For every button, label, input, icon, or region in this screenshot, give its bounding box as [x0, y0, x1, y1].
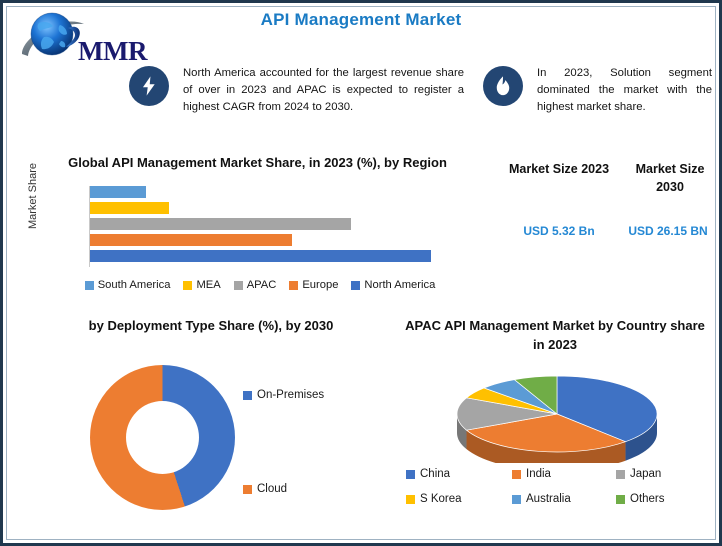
bar-legend-item-europe: Europe	[289, 279, 338, 291]
flame-icon	[483, 66, 523, 106]
highlight-text-1: North America accounted for the largest …	[183, 67, 464, 113]
pie-legend-swatch	[512, 494, 521, 504]
pie-legend-label: China	[420, 468, 451, 480]
donut-legend-label-on-premises: On-Premises	[257, 389, 325, 401]
bar-chart-y-axis-label: Market Share	[27, 162, 39, 230]
pie-slice-india: India: 30%	[465, 413, 627, 453]
donut-chart-hole	[126, 401, 199, 474]
pie-slice-japan: Japan: 14%	[456, 397, 558, 431]
pie-legend-label: S Korea	[420, 493, 462, 505]
market-size-2030-label: Market Size 2030	[635, 162, 705, 194]
bar-south-america	[90, 186, 146, 198]
pie-legend-label: Japan	[630, 468, 662, 480]
market-size-2023-label: Market Size 2023	[508, 162, 610, 176]
pie-chart-legend: China India Japan S Korea Australia Others	[406, 468, 706, 505]
bar-legend-label: North America	[364, 279, 436, 291]
pie-legend-item-others: Others	[616, 493, 706, 505]
bar-legend-swatch	[84, 280, 94, 290]
pie-legend-label: Others	[630, 493, 665, 505]
highlight-text-2: In 2023, Solution segment dominated the …	[537, 67, 712, 113]
bar-legend-label: MEA	[196, 279, 221, 291]
pie-legend-item-australia: Australia	[512, 493, 616, 505]
pie-legend-item-japan: Japan	[616, 468, 706, 480]
bar-europe	[90, 234, 292, 246]
pie-slice-side-china	[625, 414, 657, 461]
pie-legend-swatch	[406, 494, 415, 504]
mmr-logo: MMR	[16, 8, 166, 70]
market-size-2023-value: USD 5.32 Bn	[523, 224, 595, 238]
bar-legend-item-apac: APAC	[233, 279, 277, 291]
bar-legend-swatch	[289, 280, 299, 290]
flame-glyph	[496, 76, 510, 96]
logo-wordmark: MMR	[78, 36, 147, 66]
pie-legend-label: India	[526, 468, 551, 480]
pie-chart-title: APAC API Management Market by Country sh…	[405, 318, 705, 352]
donut-legend-item-cloud: Cloud	[243, 483, 287, 495]
bar-chart-legend: South America MEA APAC Europe North America	[55, 279, 465, 291]
pie-legend-swatch	[616, 469, 625, 479]
market-size-2030-value: USD 26.15 BN	[628, 224, 708, 238]
pie-legend-item-s-korea: S Korea	[406, 493, 512, 505]
bar-apac	[90, 218, 351, 230]
page-title: API Management Market	[260, 10, 462, 29]
donut-legend-label-cloud: Cloud	[257, 483, 288, 495]
bar-legend-item-north-america: North America	[351, 279, 435, 291]
pie-legend-swatch	[616, 494, 625, 504]
globe-swoosh-logo-icon	[22, 12, 84, 56]
bar-legend-label: Europe	[302, 279, 339, 291]
pie-chart: China: 38%India: 30%Japan: 14%S Korea: 5…	[450, 368, 665, 471]
donut-legend-swatch-on-premises	[243, 390, 252, 400]
bar-legend-item-south-america: South America	[84, 279, 171, 291]
bar-chart-axis-line	[89, 186, 90, 267]
pie-legend-swatch	[512, 469, 521, 479]
bar-legend-label: South America	[97, 279, 171, 291]
donut-chart-title: by Deployment Type Share (%), by 2030	[88, 318, 334, 333]
bar-legend-item-mea: MEA	[183, 279, 221, 291]
pie-legend-item-china: China	[406, 468, 512, 480]
pie-legend-item-india: India	[512, 468, 616, 480]
lightning-bolt-icon	[129, 66, 169, 106]
pie-slice-china: China: 38%	[556, 375, 658, 443]
inner-border	[6, 6, 716, 540]
bar-mea	[90, 202, 169, 214]
pie-legend-label: Australia	[526, 493, 571, 505]
bar-legend-swatch	[233, 280, 243, 290]
lightning-bolt-glyph	[142, 76, 155, 96]
bar-north-america	[90, 250, 431, 262]
bar-legend-label: APAC	[246, 279, 277, 291]
pie-slice-side-india	[466, 430, 626, 471]
donut-chart	[90, 365, 235, 510]
bar-chart-plot	[89, 186, 449, 267]
pie-legend-swatch	[406, 469, 415, 479]
donut-legend-swatch-cloud	[243, 484, 252, 494]
donut-legend-item-on-premises: On-Premises	[243, 389, 324, 401]
bar-legend-swatch	[183, 280, 193, 290]
bar-legend-swatch	[351, 280, 361, 290]
bar-chart-title: Global API Management Market Share, in 2…	[68, 155, 447, 170]
pie-chart-3d-graphic: China: 38%India: 30%Japan: 14%S Korea: 5…	[456, 375, 658, 471]
pie-slice-others: Others: 7%	[513, 375, 558, 415]
